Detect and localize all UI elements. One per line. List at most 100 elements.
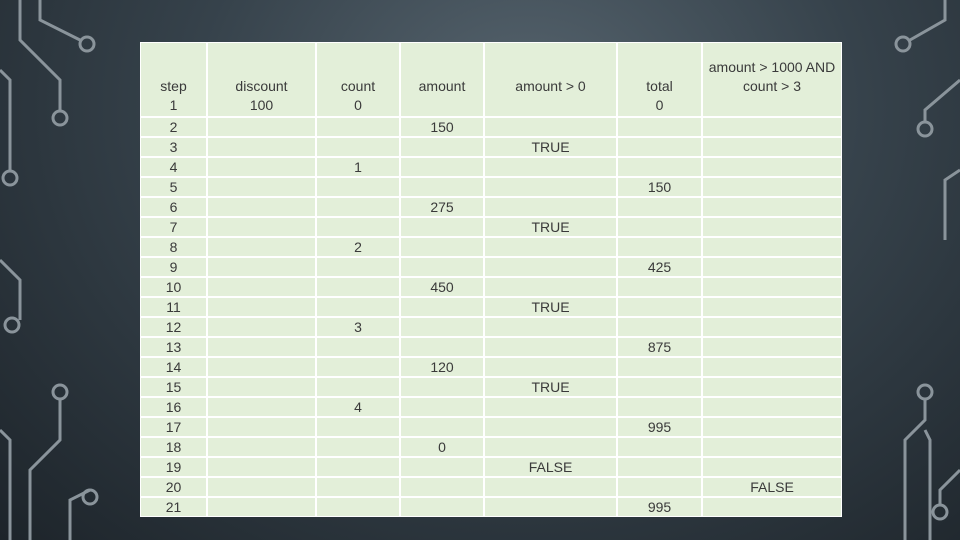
table-cell: [702, 157, 842, 177]
table-cell: [702, 277, 842, 297]
table-cell: 995: [617, 417, 702, 437]
table-cell: [617, 317, 702, 337]
table-cell: [617, 217, 702, 237]
table-cell: [617, 377, 702, 397]
table-cell: [617, 297, 702, 317]
header-label: discount: [235, 78, 288, 94]
cell-value: 1: [169, 97, 178, 113]
table-cell: 21: [140, 497, 207, 517]
table-cell: [207, 497, 316, 517]
table-cell: [400, 177, 484, 197]
table-cell: [702, 437, 842, 457]
table-cell: [702, 217, 842, 237]
cell-value: 0: [354, 97, 362, 113]
header-label: amount > 1000 AND count > 3: [708, 59, 836, 94]
table-cell: [484, 257, 617, 277]
header-cell: amount: [400, 42, 484, 117]
table-cell: [702, 417, 842, 437]
table-cell: 120: [400, 357, 484, 377]
table-cell: TRUE: [484, 137, 617, 157]
table-cell: [702, 177, 842, 197]
table-cell: [207, 417, 316, 437]
header-label: step: [160, 78, 187, 94]
table-cell: [316, 197, 400, 217]
table-cell: [484, 117, 617, 137]
table-cell: 0: [400, 437, 484, 457]
table-cell: [617, 117, 702, 137]
table-cell: [316, 377, 400, 397]
table-cell: TRUE: [484, 217, 617, 237]
table-cell: [207, 297, 316, 317]
table-cell: [617, 437, 702, 457]
table-cell: [702, 137, 842, 157]
table-cell: [484, 497, 617, 517]
table-cell: [702, 457, 842, 477]
table-cell: [207, 217, 316, 237]
table-cell: [400, 337, 484, 357]
table-cell: [484, 437, 617, 457]
table-cell: 19: [140, 457, 207, 477]
table-cell: 8: [140, 237, 207, 257]
table-cell: 13: [140, 337, 207, 357]
table-cell: [400, 497, 484, 517]
table-cell: [484, 337, 617, 357]
header-label: amount > 0: [515, 78, 586, 94]
table-cell: [207, 137, 316, 157]
table-cell: [400, 157, 484, 177]
table-cell: [316, 497, 400, 517]
header-cell: total 0: [617, 42, 702, 117]
cell-value: 100: [249, 97, 274, 113]
table-cell: [484, 477, 617, 497]
table-cell: [316, 137, 400, 157]
table-cell: 12: [140, 317, 207, 337]
table-cell: 150: [617, 177, 702, 197]
table-cell: [702, 377, 842, 397]
header-cell: count 0: [316, 42, 400, 117]
table-cell: [617, 477, 702, 497]
table-cell: [484, 237, 617, 257]
table-cell: 425: [617, 257, 702, 277]
table-cell: 4: [316, 397, 400, 417]
table-cell: [207, 357, 316, 377]
table-cell: TRUE: [484, 377, 617, 397]
table-cell: 20: [140, 477, 207, 497]
table-cell: [400, 397, 484, 417]
table-cell: 15: [140, 377, 207, 397]
table-cell: [617, 357, 702, 377]
table-cell: [400, 317, 484, 337]
table-cell: [316, 437, 400, 457]
table-cell: 875: [617, 337, 702, 357]
table-cell: [400, 297, 484, 317]
header-cell: amount > 0: [484, 42, 617, 117]
table-cell: [702, 197, 842, 217]
table-cell: [702, 337, 842, 357]
table-cell: [400, 257, 484, 277]
table-cell: [316, 457, 400, 477]
table-cell: [207, 437, 316, 457]
table-cell: 2: [316, 237, 400, 257]
table-cell: [316, 357, 400, 377]
table-cell: 995: [617, 497, 702, 517]
table: step 1 discount 100 count 0 amount amount > 0 to…: [140, 42, 842, 517]
table-cell: [316, 277, 400, 297]
table-cell: [617, 457, 702, 477]
table-cell: [702, 357, 842, 377]
table-cell: [702, 497, 842, 517]
table-cell: [702, 117, 842, 137]
table-cell: [400, 217, 484, 237]
table-cell: [702, 397, 842, 417]
table-cell: 3: [140, 137, 207, 157]
table-cell: [484, 317, 617, 337]
table-cell: 4: [140, 157, 207, 177]
table-cell: [617, 237, 702, 257]
header-cell: discount 100: [207, 42, 316, 117]
table-cell: [617, 397, 702, 417]
header-label: amount: [418, 78, 466, 94]
table-cell: [316, 477, 400, 497]
table-cell: [617, 197, 702, 217]
table-cell: [207, 177, 316, 197]
table-cell: [400, 237, 484, 257]
table-cell: [316, 257, 400, 277]
